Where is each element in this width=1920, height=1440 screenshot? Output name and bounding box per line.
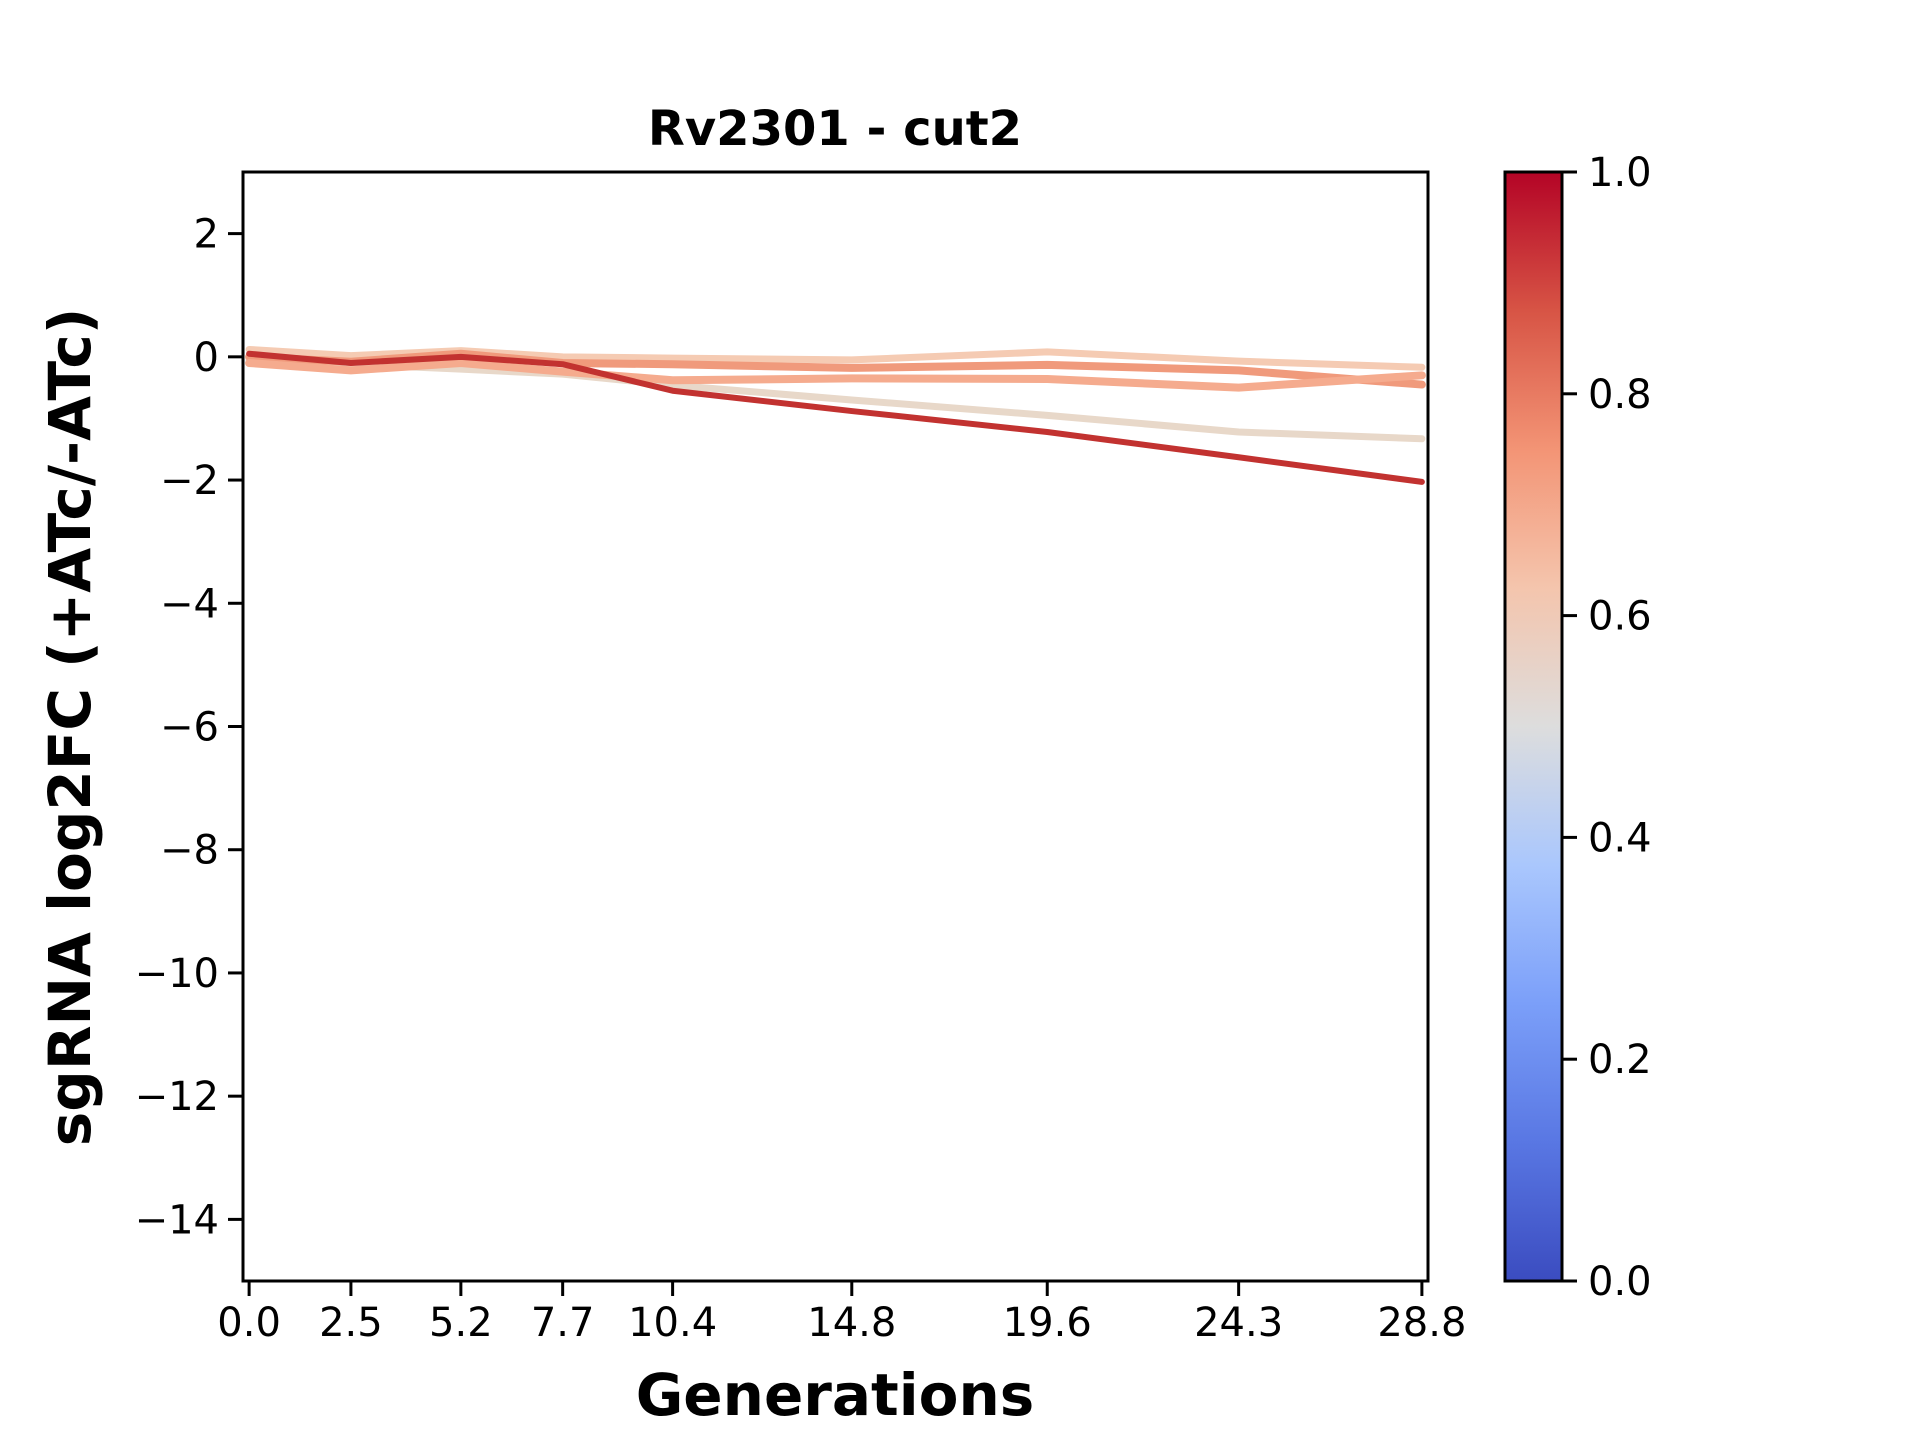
colorbar-tick-label: 1.0 xyxy=(1588,150,1652,196)
y-tick-label: −2 xyxy=(160,458,219,504)
colorbar-tick-label: 0.0 xyxy=(1588,1259,1652,1305)
colorbar-tick-label: 0.6 xyxy=(1588,594,1652,640)
y-tick-label: −4 xyxy=(160,581,219,627)
colorbar-tick-label: 0.2 xyxy=(1588,1037,1652,1083)
series-line-sgRNA-salmon-light xyxy=(245,358,1426,392)
y-tick-label: 2 xyxy=(194,212,219,258)
colorbar-tick-label: 0.8 xyxy=(1588,372,1652,418)
y-tick-label: −8 xyxy=(160,828,219,874)
colorbar-bar xyxy=(1505,172,1562,1281)
x-tick-label: 10.4 xyxy=(628,1300,717,1346)
colorbar-frame xyxy=(1503,170,1564,1283)
x-axis-label: Generations xyxy=(636,1361,1035,1429)
x-tick-label: 5.2 xyxy=(429,1300,493,1346)
ticks-layer: 0.0 2.5 5.2 7.7 10.4 14.8 19.6 24.3 28.8 2 0 −2 −4 −6… xyxy=(135,212,1467,1346)
series-lines-layer xyxy=(245,345,1426,485)
x-tick-label: 14.8 xyxy=(807,1300,896,1346)
y-tick-label: 0 xyxy=(194,335,219,381)
axes-layer xyxy=(241,170,1430,1283)
y-tick-label: −6 xyxy=(160,705,219,751)
plot-spines xyxy=(241,170,1430,1283)
y-axis-label: sgRNA log2FC (+ATc/-ATc) xyxy=(36,308,104,1146)
x-tick-label: 19.6 xyxy=(1003,1300,1092,1346)
y-tick-label: −14 xyxy=(135,1197,219,1243)
chart-title: Rv2301 - cut2 xyxy=(648,101,1022,157)
colorbar-tick-label: 0.4 xyxy=(1588,815,1652,861)
series-line-sgRNA-dark-red xyxy=(246,350,1425,485)
x-tick-label: 2.5 xyxy=(319,1300,383,1346)
x-tick-label: 0.0 xyxy=(217,1300,281,1346)
x-tick-label: 7.7 xyxy=(531,1300,595,1346)
x-tick-label: 28.8 xyxy=(1377,1300,1466,1346)
y-tick-label: −12 xyxy=(135,1074,219,1120)
colorbar: 1.0 0.8 0.6 0.4 0.2 0.0 xyxy=(1503,150,1652,1305)
x-tick-label: 24.3 xyxy=(1194,1300,1283,1346)
series-line-sgRNA-pale-peach xyxy=(245,345,1426,371)
y-tick-label: −10 xyxy=(135,951,219,997)
